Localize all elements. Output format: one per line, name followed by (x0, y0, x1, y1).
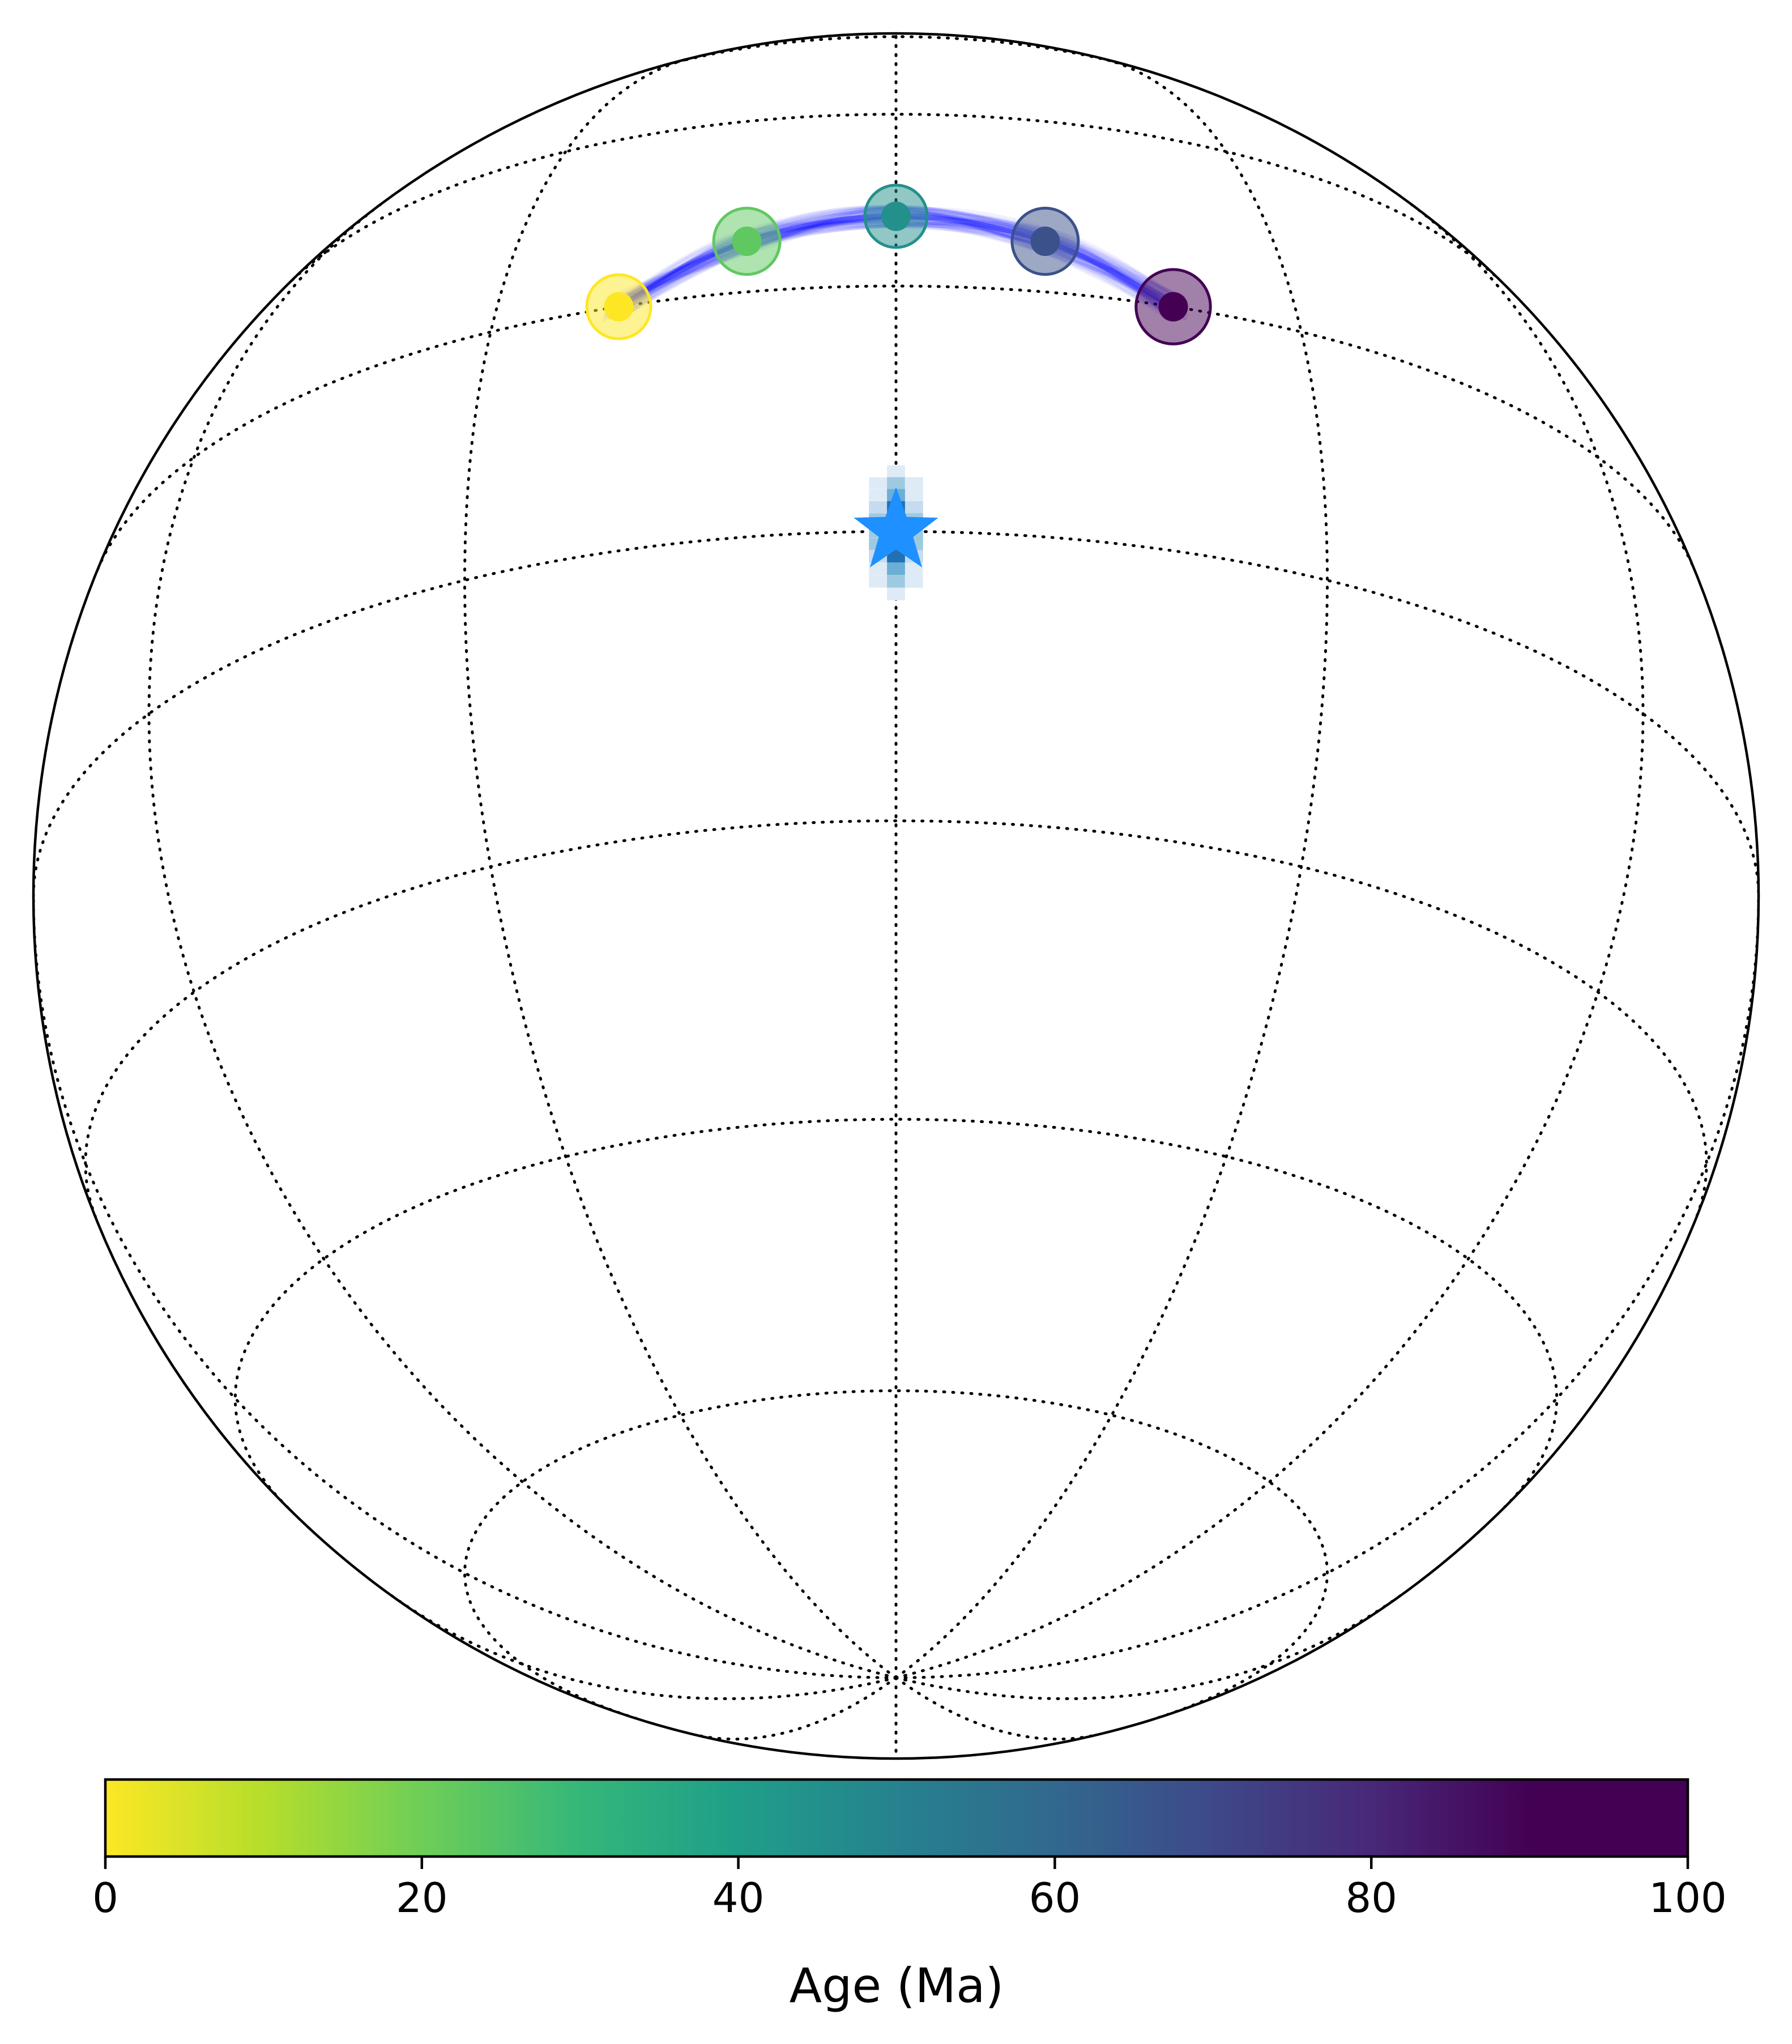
pole-point (604, 292, 634, 322)
pole-point (1158, 292, 1188, 322)
colorbar-tick-label: 40 (712, 1874, 765, 1922)
meridian-line (894, 1590, 1407, 1700)
meridian-line (147, 202, 898, 1679)
density-cell (869, 477, 888, 489)
density-cell (869, 575, 888, 588)
site-star (854, 487, 938, 567)
density-cell (869, 489, 887, 501)
density-cell (904, 477, 923, 489)
colorbar-tick-label: 60 (1029, 1874, 1081, 1922)
density-cell (869, 501, 888, 514)
parallel-line (84, 819, 1708, 1219)
density-cell (904, 489, 923, 501)
parallel-line (463, 1389, 1329, 1720)
density-cell (887, 562, 905, 575)
meridian-line (692, 1676, 898, 1741)
density-cell (904, 562, 923, 575)
density-cell (887, 477, 905, 489)
parallel-line (291, 113, 1501, 281)
density-cell (887, 550, 905, 563)
colorbar-gradient (104, 1778, 1689, 1858)
density-cell (904, 575, 923, 588)
pole-point (881, 201, 911, 231)
pole-point (1030, 227, 1060, 256)
graticule (33, 33, 1759, 1759)
pole-point (732, 227, 762, 256)
density-cell (887, 465, 905, 477)
meridian-line (385, 1590, 898, 1700)
colorbar-tick-label: 80 (1345, 1874, 1397, 1922)
colorbar-tick-label: 0 (92, 1874, 118, 1922)
density-cell (887, 587, 905, 600)
parallel-line (233, 1117, 1559, 1509)
meridian-line (463, 57, 898, 1679)
colorbar-tick-label: 100 (1649, 1874, 1726, 1922)
colorbar: 0 20 40 60 80 100 Age (Ma) (92, 1778, 1727, 2013)
colorbar-ticks: 0 20 40 60 80 100 (92, 1857, 1727, 1922)
density-cell (887, 575, 905, 588)
colorbar-label: Age (Ma) (790, 1958, 1004, 2013)
meridian-line (894, 1676, 1100, 1741)
parallel-line (96, 284, 1696, 571)
density-cell (904, 501, 923, 514)
meridian-line (33, 894, 898, 1679)
site-group (854, 487, 938, 567)
colorbar-tick-label: 20 (396, 1874, 448, 1922)
meridian-line (894, 894, 1759, 1679)
density-cell (869, 562, 888, 575)
map-area (32, 32, 1760, 1760)
pole-markers (585, 184, 1212, 345)
globe-outline (32, 32, 1760, 1760)
meridian-line (894, 202, 1645, 1679)
meridian-line (894, 57, 1329, 1679)
